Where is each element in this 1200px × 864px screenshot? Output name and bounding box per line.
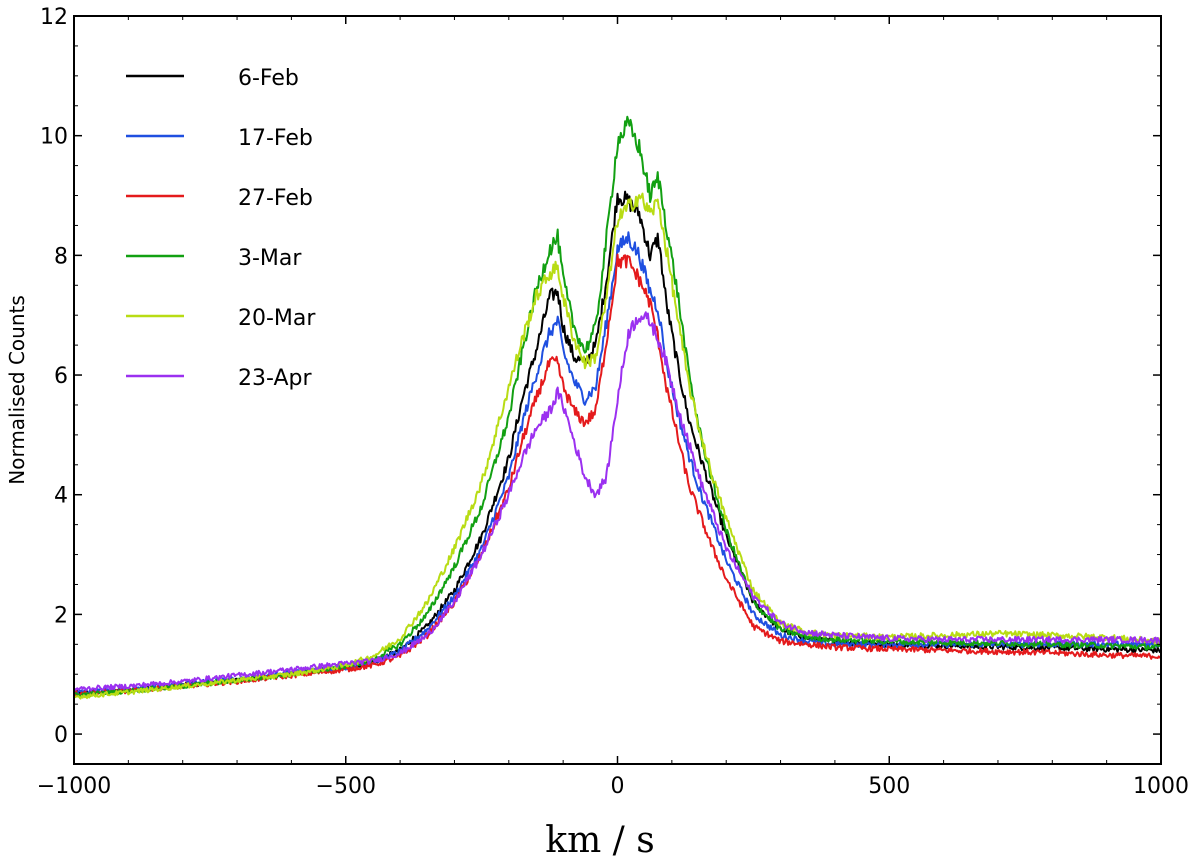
legend-label-6-feb: 6-Feb [238, 66, 299, 91]
series-line-20-mar [73, 192, 1162, 700]
y-tick-label: 6 [54, 364, 68, 389]
tick-layer: −1000 −500 0 500 1000 0 2 4 6 8 10 12 [37, 5, 1189, 799]
legend-label-20-mar: 20-Mar [238, 306, 316, 331]
y-tick-label: 2 [54, 603, 68, 628]
y-tick-label: 4 [54, 484, 68, 509]
y-tick-label: 8 [54, 244, 68, 269]
legend-label-23-apr: 23-Apr [238, 366, 312, 391]
legend-label-27-feb: 27-Feb [238, 186, 313, 211]
x-tick-label: 0 [611, 774, 625, 799]
series-line-23-apr [73, 311, 1162, 692]
legend: 6-Feb 17-Feb 27-Feb 3-Mar 20-Mar 23-Apr [126, 66, 316, 391]
x-axis-label: km / s [545, 820, 654, 861]
series-layer [73, 115, 1162, 700]
plot-frame [73, 15, 1162, 765]
y-axis-label: Normalised Counts [5, 295, 29, 485]
y-tick-label: 10 [40, 125, 68, 150]
y-tick-label: 12 [40, 5, 68, 30]
legend-label-17-feb: 17-Feb [238, 126, 313, 151]
x-tick-label: 500 [868, 774, 910, 799]
legend-label-3-mar: 3-Mar [238, 246, 302, 271]
series-line-27-feb [73, 253, 1162, 697]
x-tick-label: 1000 [1133, 774, 1189, 799]
x-tick-label: −500 [316, 774, 376, 799]
x-tick-label: −1000 [37, 774, 111, 799]
y-tick-label: 0 [54, 723, 68, 748]
